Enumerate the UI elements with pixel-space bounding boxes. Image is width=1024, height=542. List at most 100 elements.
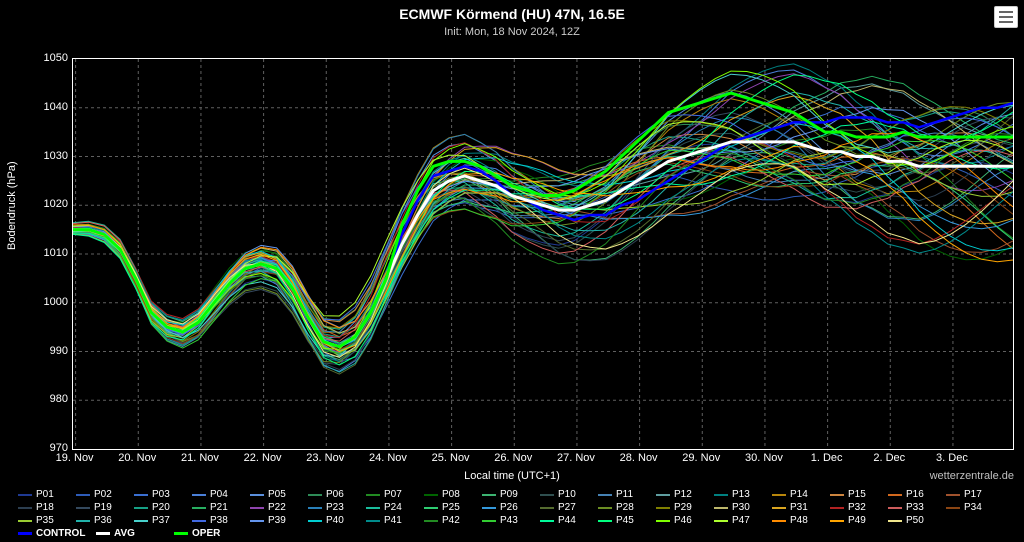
legend-item[interactable]: P38 xyxy=(192,514,250,527)
legend-item[interactable]: P10 xyxy=(540,488,598,501)
legend-item[interactable]: P20 xyxy=(134,501,192,514)
legend-item[interactable]: P29 xyxy=(656,501,714,514)
legend-item[interactable]: P12 xyxy=(656,488,714,501)
legend-item[interactable]: P06 xyxy=(308,488,366,501)
legend-item[interactable]: P36 xyxy=(76,514,134,527)
legend-swatch xyxy=(482,494,496,496)
legend-item[interactable]: P09 xyxy=(482,488,540,501)
legend-item[interactable]: P14 xyxy=(772,488,830,501)
legend-swatch xyxy=(598,520,612,522)
legend-item[interactable]: P50 xyxy=(888,514,946,527)
legend-swatch xyxy=(192,507,206,509)
legend-label: P50 xyxy=(906,515,924,526)
legend-swatch xyxy=(830,494,844,496)
legend-label: P10 xyxy=(558,489,576,500)
legend-swatch xyxy=(192,520,206,522)
legend-item[interactable]: P31 xyxy=(772,501,830,514)
legend-item[interactable]: P08 xyxy=(424,488,482,501)
legend-label: P36 xyxy=(94,515,112,526)
legend-label: P16 xyxy=(906,489,924,500)
legend-item[interactable]: P44 xyxy=(540,514,598,527)
credits[interactable]: wetterzentrale.de xyxy=(930,470,1014,482)
plot-area xyxy=(72,58,1014,450)
legend-item[interactable]: P48 xyxy=(772,514,830,527)
legend-item-special[interactable]: CONTROL xyxy=(18,527,96,540)
y-tick: 1030 xyxy=(28,150,68,162)
legend-swatch xyxy=(946,494,960,496)
legend-item[interactable]: P22 xyxy=(250,501,308,514)
y-tick: 1000 xyxy=(28,296,68,308)
legend-label: P11 xyxy=(616,489,633,500)
legend-item[interactable]: P18 xyxy=(18,501,76,514)
legend-item-special[interactable]: OPER xyxy=(174,527,252,540)
legend-swatch xyxy=(540,507,554,509)
legend-item[interactable]: P11 xyxy=(598,488,656,501)
legend-item[interactable]: P49 xyxy=(830,514,888,527)
x-tick: 3. Dec xyxy=(936,452,968,464)
legend-item[interactable]: P17 xyxy=(946,488,1004,501)
legend-swatch xyxy=(424,494,438,496)
legend-item[interactable]: P13 xyxy=(714,488,772,501)
legend-item[interactable]: P02 xyxy=(76,488,134,501)
legend-item[interactable]: P28 xyxy=(598,501,656,514)
legend-label: P42 xyxy=(442,515,460,526)
legend-item[interactable]: P46 xyxy=(656,514,714,527)
legend-item[interactable]: P32 xyxy=(830,501,888,514)
legend-swatch xyxy=(96,532,110,535)
x-tick: 19. Nov xyxy=(56,452,94,464)
legend-item[interactable]: P39 xyxy=(250,514,308,527)
legend-label: P01 xyxy=(36,489,54,500)
legend-item[interactable]: P34 xyxy=(946,501,1004,514)
legend-item[interactable]: P15 xyxy=(830,488,888,501)
legend-label: P19 xyxy=(94,502,112,513)
legend-swatch xyxy=(18,507,32,509)
legend-swatch xyxy=(18,532,32,535)
legend-label: P20 xyxy=(152,502,170,513)
legend-item-special[interactable]: AVG xyxy=(96,527,174,540)
legend-label: P38 xyxy=(210,515,228,526)
legend-item[interactable]: P26 xyxy=(482,501,540,514)
legend-item[interactable]: P47 xyxy=(714,514,772,527)
legend-item[interactable]: P19 xyxy=(76,501,134,514)
legend-label: P39 xyxy=(268,515,286,526)
legend-label: P03 xyxy=(152,489,170,500)
legend-swatch xyxy=(714,520,728,522)
legend-swatch xyxy=(366,507,380,509)
legend-label: P46 xyxy=(674,515,692,526)
legend-label: P02 xyxy=(94,489,112,500)
legend-item[interactable]: P37 xyxy=(134,514,192,527)
legend-item[interactable]: P07 xyxy=(366,488,424,501)
legend-item[interactable]: P40 xyxy=(308,514,366,527)
legend-label: P17 xyxy=(964,489,982,500)
legend-item[interactable]: P30 xyxy=(714,501,772,514)
legend-item[interactable]: P23 xyxy=(308,501,366,514)
legend-item[interactable]: P33 xyxy=(888,501,946,514)
legend-item[interactable]: P45 xyxy=(598,514,656,527)
legend-item[interactable]: P42 xyxy=(424,514,482,527)
legend-swatch xyxy=(656,520,670,522)
legend-item[interactable]: P21 xyxy=(192,501,250,514)
legend-label: P47 xyxy=(732,515,750,526)
legend-swatch xyxy=(540,494,554,496)
legend-item[interactable]: P16 xyxy=(888,488,946,501)
legend-item[interactable]: P41 xyxy=(366,514,424,527)
legend-item[interactable]: P24 xyxy=(366,501,424,514)
x-tick: 1. Dec xyxy=(811,452,843,464)
legend-item[interactable]: P43 xyxy=(482,514,540,527)
legend-item[interactable]: P03 xyxy=(134,488,192,501)
legend-label: P32 xyxy=(848,502,866,513)
legend-item[interactable]: P01 xyxy=(18,488,76,501)
chart-container: ECMWF Körmend (HU) 47N, 16.5E Init: Mon,… xyxy=(0,0,1024,542)
legend-label: P26 xyxy=(500,502,518,513)
legend-swatch xyxy=(540,520,554,522)
legend-item[interactable]: P27 xyxy=(540,501,598,514)
legend-swatch xyxy=(888,520,902,522)
legend-label: P12 xyxy=(674,489,692,500)
legend-item[interactable]: P04 xyxy=(192,488,250,501)
legend-item[interactable]: P05 xyxy=(250,488,308,501)
legend-item[interactable]: P35 xyxy=(18,514,76,527)
legend-label: P45 xyxy=(616,515,634,526)
legend-item[interactable]: P25 xyxy=(424,501,482,514)
legend-label: P30 xyxy=(732,502,750,513)
legend-label: P34 xyxy=(964,502,982,513)
